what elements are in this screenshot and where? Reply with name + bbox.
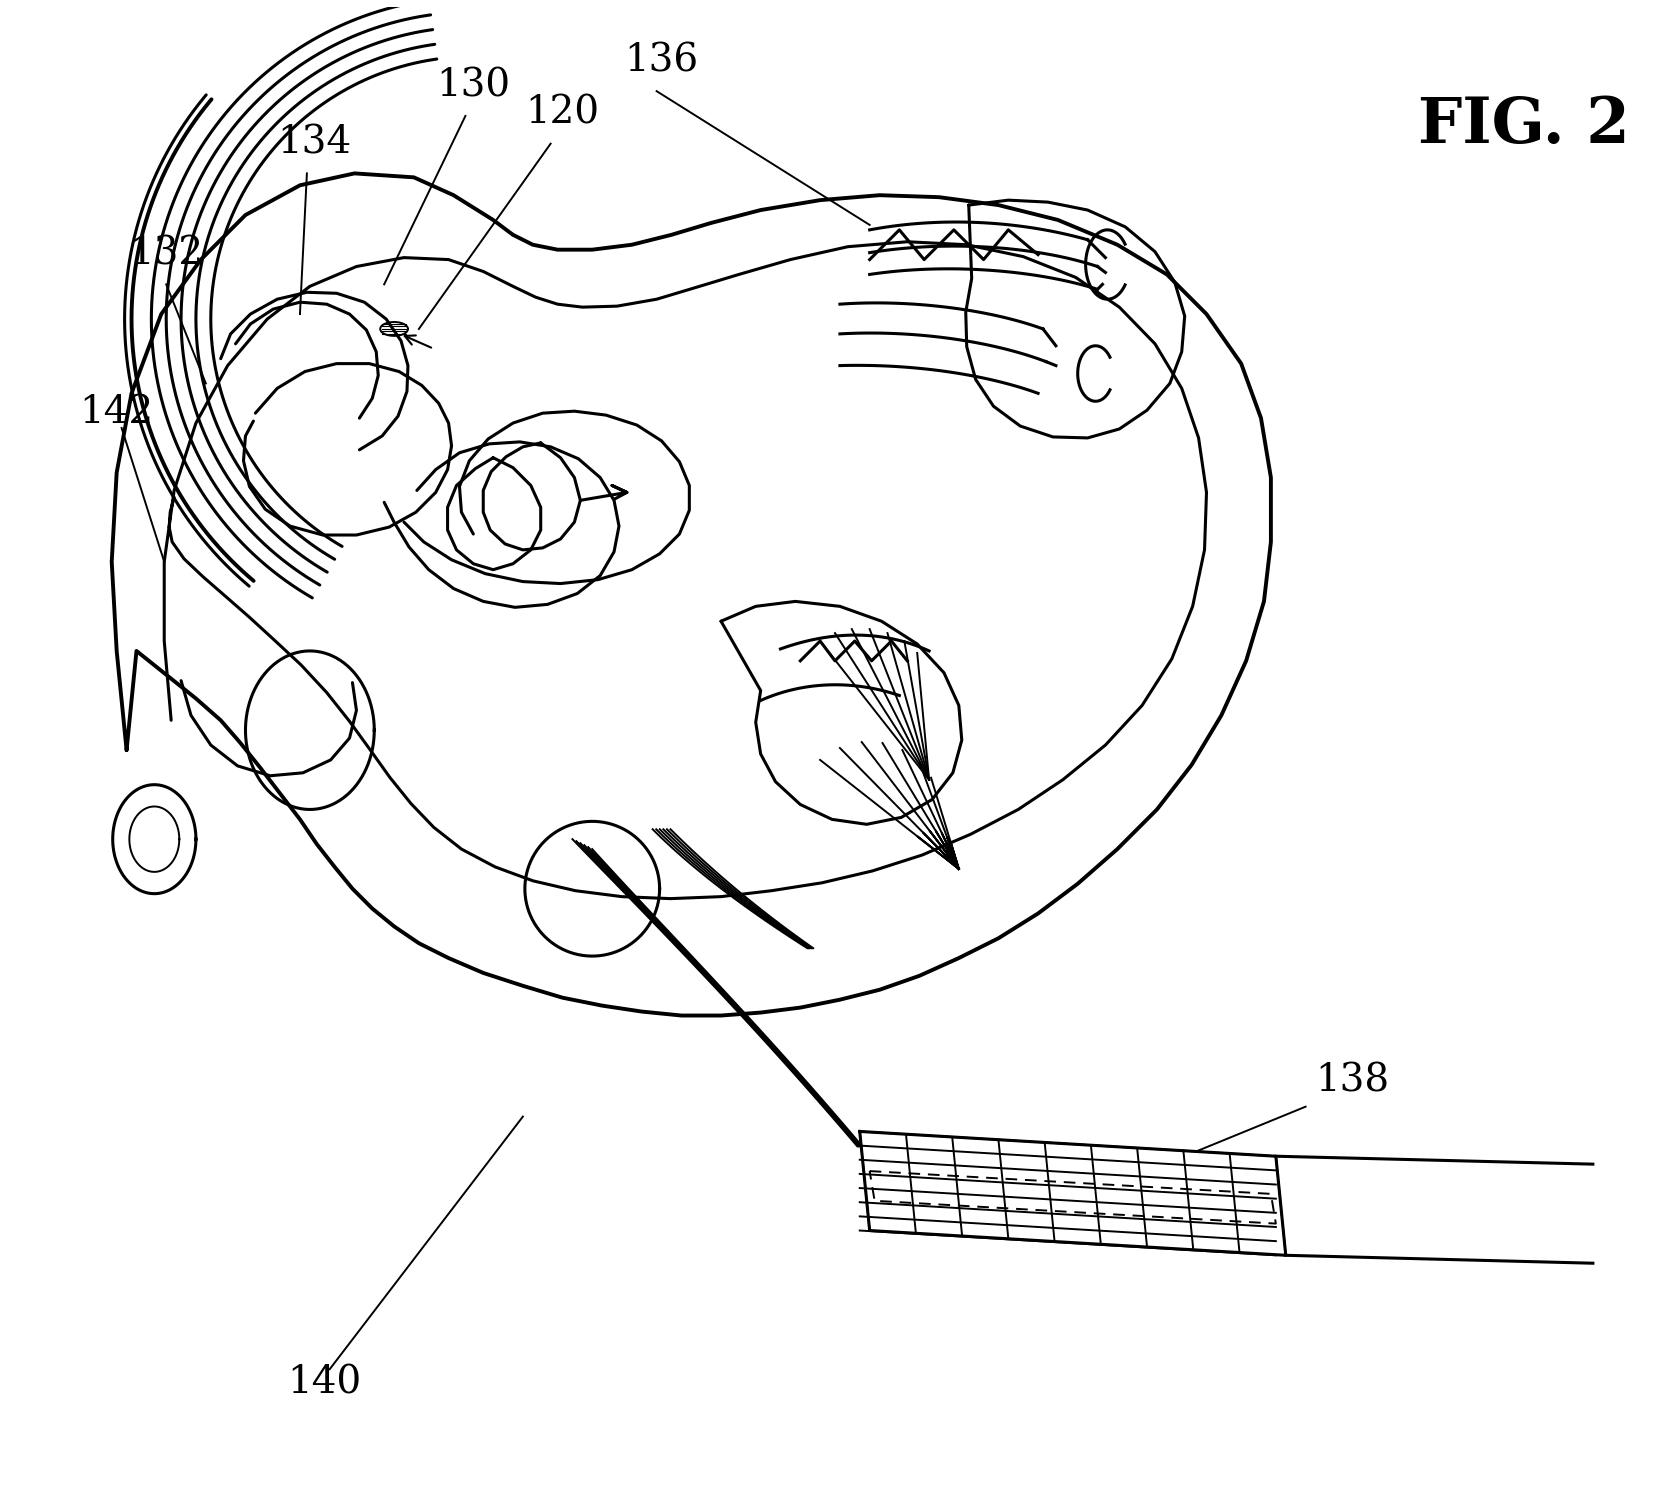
Text: 130: 130	[436, 68, 511, 104]
Text: 134: 134	[278, 125, 353, 162]
Text: 138: 138	[1315, 1063, 1390, 1099]
Text: 142: 142	[80, 394, 153, 431]
Text: FIG. 2: FIG. 2	[1417, 95, 1630, 156]
Text: 136: 136	[625, 42, 698, 80]
Text: 140: 140	[288, 1365, 363, 1401]
Text: 120: 120	[526, 95, 600, 132]
Text: 132: 132	[130, 236, 203, 272]
